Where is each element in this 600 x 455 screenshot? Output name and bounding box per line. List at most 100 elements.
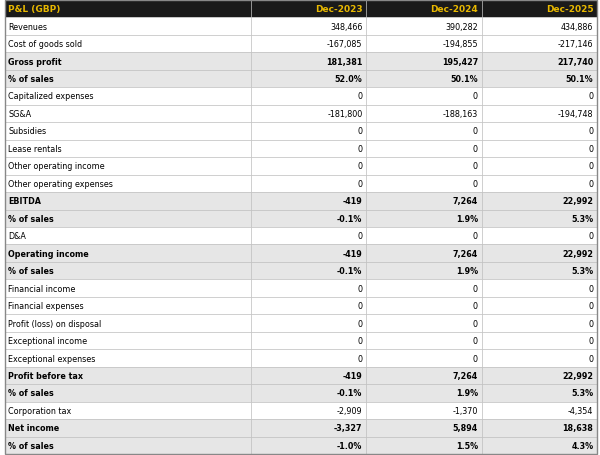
Bar bbox=[251, 192, 366, 210]
Bar bbox=[251, 263, 366, 280]
Bar bbox=[482, 297, 597, 315]
Bar bbox=[5, 280, 251, 297]
Bar bbox=[251, 1, 366, 18]
Bar bbox=[482, 419, 597, 437]
Text: 0: 0 bbox=[358, 232, 362, 241]
Bar bbox=[366, 210, 482, 228]
Bar bbox=[5, 88, 251, 106]
Text: 0: 0 bbox=[358, 92, 362, 101]
Bar bbox=[5, 106, 251, 123]
Text: 1.9%: 1.9% bbox=[456, 389, 478, 398]
Text: 0: 0 bbox=[589, 92, 593, 101]
Text: Revenues: Revenues bbox=[8, 23, 47, 31]
Bar bbox=[366, 384, 482, 402]
Bar bbox=[366, 332, 482, 349]
Bar bbox=[251, 332, 366, 349]
Text: 434,886: 434,886 bbox=[561, 23, 593, 31]
Text: 0: 0 bbox=[358, 145, 362, 153]
Bar bbox=[251, 349, 366, 367]
Text: 0: 0 bbox=[589, 232, 593, 241]
Text: Financial income: Financial income bbox=[8, 284, 76, 293]
Bar bbox=[5, 140, 251, 158]
Text: -188,163: -188,163 bbox=[443, 110, 478, 119]
Text: Dec-2024: Dec-2024 bbox=[430, 5, 478, 14]
Text: 0: 0 bbox=[358, 319, 362, 328]
Text: Operating income: Operating income bbox=[8, 249, 89, 258]
Text: 0: 0 bbox=[358, 336, 362, 345]
Text: % of sales: % of sales bbox=[8, 441, 54, 450]
Bar bbox=[251, 53, 366, 71]
Text: Exceptional expenses: Exceptional expenses bbox=[8, 354, 96, 363]
Text: -167,085: -167,085 bbox=[327, 40, 362, 49]
Text: -3,327: -3,327 bbox=[334, 424, 362, 432]
Text: Exceptional income: Exceptional income bbox=[8, 336, 88, 345]
Bar bbox=[366, 228, 482, 245]
Text: 1.9%: 1.9% bbox=[456, 214, 478, 223]
Text: 0: 0 bbox=[589, 354, 593, 363]
Bar bbox=[251, 297, 366, 315]
Bar bbox=[5, 158, 251, 175]
Text: -194,748: -194,748 bbox=[558, 110, 593, 119]
Bar bbox=[5, 263, 251, 280]
Bar bbox=[366, 263, 482, 280]
Bar bbox=[482, 192, 597, 210]
Bar bbox=[366, 402, 482, 419]
Text: 0: 0 bbox=[358, 179, 362, 188]
Text: 7,264: 7,264 bbox=[452, 249, 478, 258]
Bar bbox=[251, 18, 366, 36]
Bar bbox=[251, 228, 366, 245]
Text: -4,354: -4,354 bbox=[568, 406, 593, 415]
Text: 0: 0 bbox=[358, 162, 362, 171]
Text: 5.3%: 5.3% bbox=[571, 389, 593, 398]
Bar bbox=[482, 332, 597, 349]
Bar bbox=[251, 402, 366, 419]
Text: Profit before tax: Profit before tax bbox=[8, 371, 83, 380]
Text: -0.1%: -0.1% bbox=[337, 389, 362, 398]
Text: Financial expenses: Financial expenses bbox=[8, 302, 84, 310]
Text: Other operating expenses: Other operating expenses bbox=[8, 179, 113, 188]
Bar bbox=[5, 367, 251, 384]
Bar bbox=[251, 158, 366, 175]
Text: D&A: D&A bbox=[8, 232, 26, 241]
Bar bbox=[251, 384, 366, 402]
Text: 0: 0 bbox=[473, 145, 478, 153]
Text: -181,800: -181,800 bbox=[327, 110, 362, 119]
Text: -1.0%: -1.0% bbox=[337, 441, 362, 450]
Bar bbox=[251, 210, 366, 228]
Bar bbox=[251, 36, 366, 53]
Text: 7,264: 7,264 bbox=[452, 197, 478, 206]
Text: Dec-2025: Dec-2025 bbox=[546, 5, 593, 14]
Bar bbox=[482, 123, 597, 140]
Text: 0: 0 bbox=[473, 232, 478, 241]
Bar bbox=[482, 140, 597, 158]
Text: 0: 0 bbox=[589, 319, 593, 328]
Bar bbox=[482, 210, 597, 228]
Text: 0: 0 bbox=[473, 179, 478, 188]
Bar bbox=[251, 367, 366, 384]
Bar bbox=[482, 175, 597, 192]
Bar bbox=[482, 18, 597, 36]
Text: 0: 0 bbox=[358, 284, 362, 293]
Text: 22,992: 22,992 bbox=[562, 371, 593, 380]
Text: 195,427: 195,427 bbox=[442, 57, 478, 66]
Text: -1,370: -1,370 bbox=[452, 406, 478, 415]
Text: 390,282: 390,282 bbox=[445, 23, 478, 31]
Text: 50.1%: 50.1% bbox=[450, 75, 478, 84]
Bar bbox=[5, 384, 251, 402]
Bar bbox=[251, 106, 366, 123]
Bar bbox=[366, 419, 482, 437]
Bar bbox=[5, 123, 251, 140]
Text: 0: 0 bbox=[358, 354, 362, 363]
Text: % of sales: % of sales bbox=[8, 389, 54, 398]
Bar bbox=[5, 1, 251, 18]
Text: Corporation tax: Corporation tax bbox=[8, 406, 71, 415]
Bar bbox=[5, 36, 251, 53]
Bar bbox=[251, 140, 366, 158]
Text: 0: 0 bbox=[358, 302, 362, 310]
Text: % of sales: % of sales bbox=[8, 267, 54, 276]
Text: P&L (GBP): P&L (GBP) bbox=[8, 5, 61, 14]
Bar bbox=[366, 18, 482, 36]
Bar bbox=[482, 106, 597, 123]
Bar bbox=[5, 419, 251, 437]
Text: 52.0%: 52.0% bbox=[335, 75, 362, 84]
